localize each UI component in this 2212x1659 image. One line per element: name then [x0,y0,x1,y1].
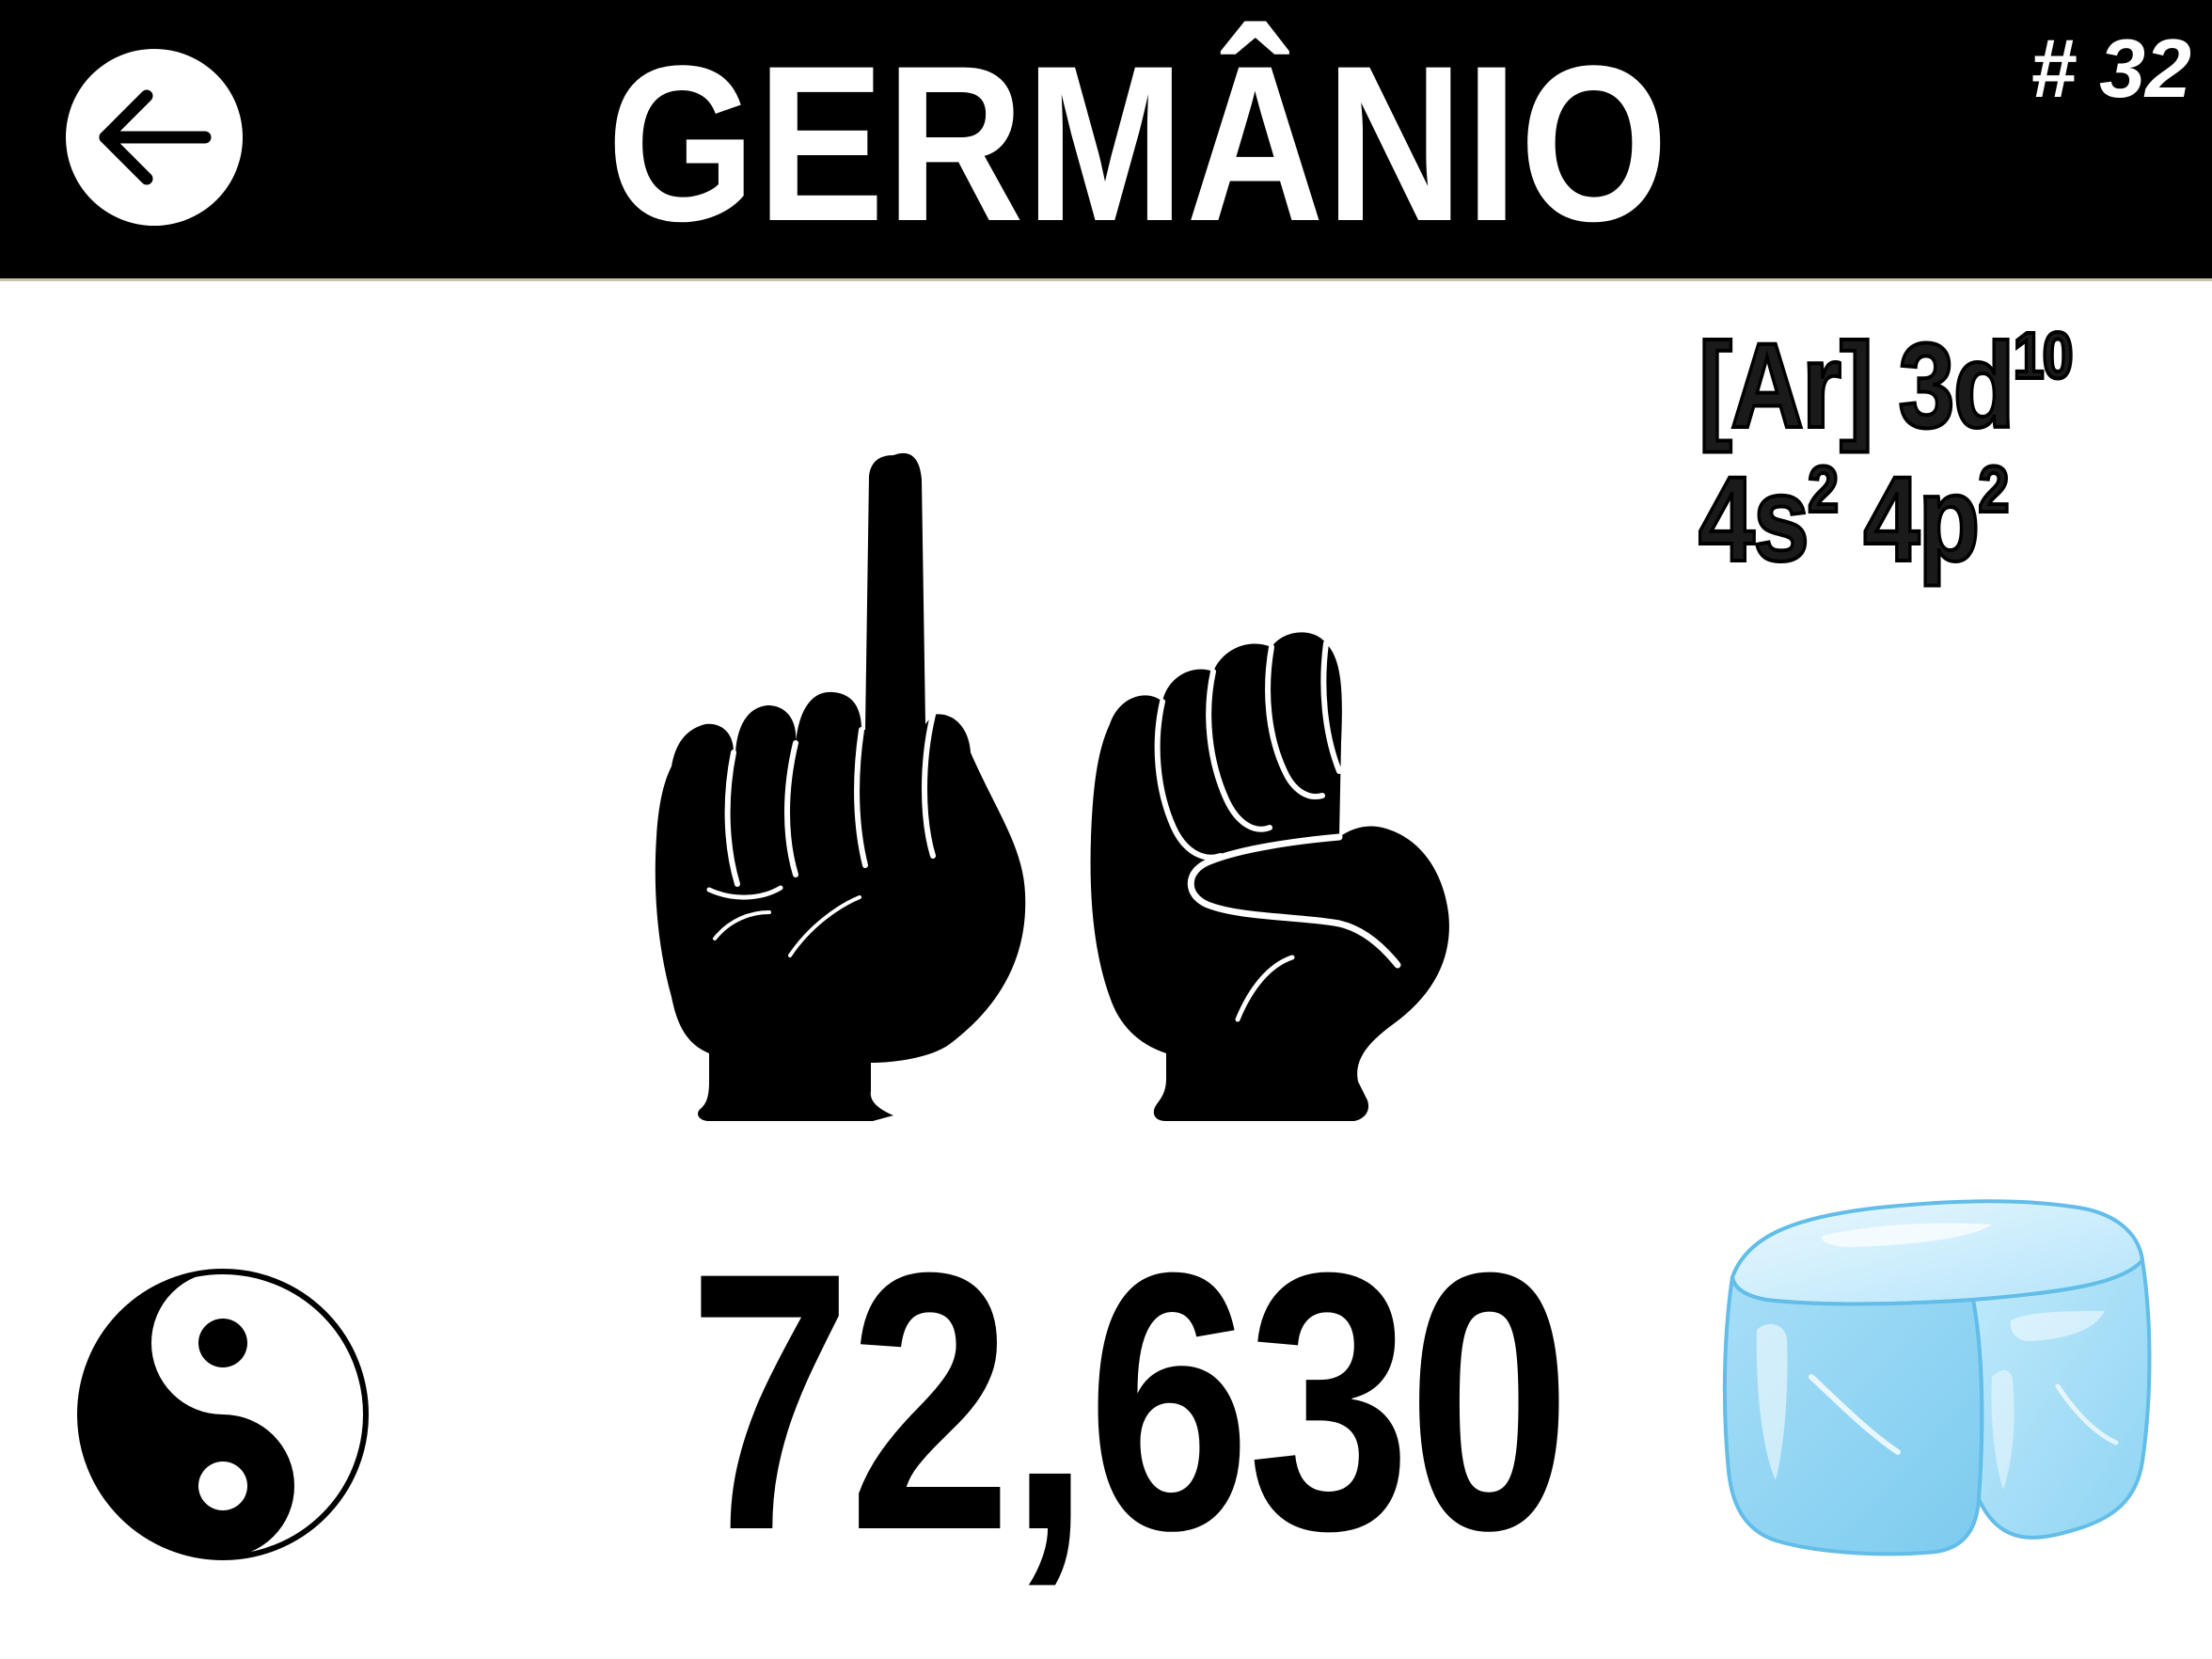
ice-cube-icon [1722,1199,2152,1556]
header-divider [0,278,2212,281]
arrow-left-icon [99,89,212,185]
config-superscript: 2 [1977,452,2011,526]
header-bar: GERMÂNIO # 32 [0,0,2212,278]
electron-configuration: [Ar] 3d10 4s2 4p2 [1697,318,2109,589]
atomic-mass-value: 72,630 [688,1196,1571,1606]
config-superscript: 10 [2012,319,2075,392]
fist-hand [1090,632,1449,1121]
config-superscript: 2 [1807,452,1841,526]
electron-configuration-line-1: [Ar] 3d10 [1697,318,2109,455]
back-button[interactable] [66,49,243,226]
config-orbital-4s: 4s [1697,451,1810,589]
element-name-title: GERMÂNIO [607,20,1670,268]
config-orbital-4p: 4p [1862,451,1982,589]
sign-language-hands-icon [655,452,1449,1121]
index-finger-hand [655,452,1026,1121]
atomic-number-label: # 32 [2030,22,2191,115]
electron-configuration-line-2: 4s2 4p2 [1697,451,2109,589]
config-core-text: [Ar] 3d [1697,318,2016,455]
yin-yang-icon [77,1269,369,1560]
